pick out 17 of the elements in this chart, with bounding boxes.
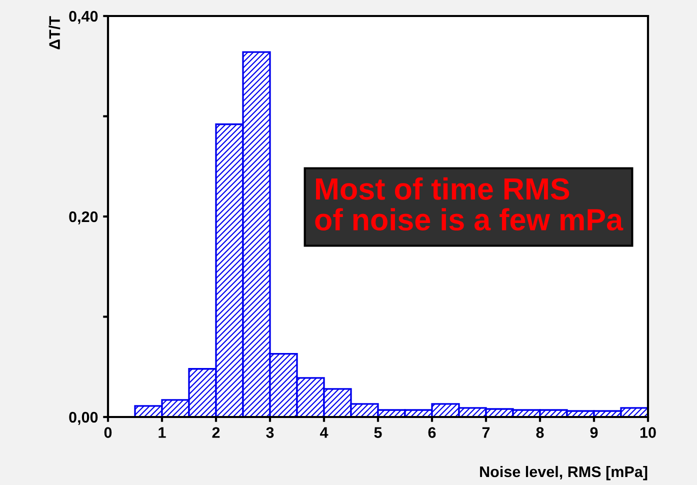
x-tick-label: 8 xyxy=(536,427,544,438)
y-tick-label: 0,00 xyxy=(69,412,98,425)
y-axis-title: ΔT/T xyxy=(48,16,60,50)
x-tick-label: 5 xyxy=(374,427,382,438)
y-tick-label: 0,40 xyxy=(69,10,98,24)
x-axis-title: Noise level, RMS [mPa] xyxy=(480,466,648,480)
x-tick-label: 0 xyxy=(104,427,112,438)
annotation: Most of time RMS of noise is a few mPa xyxy=(315,177,624,231)
y-tick-label: 0,20 xyxy=(69,211,98,224)
x-tick-label: 6 xyxy=(428,427,436,438)
x-tick-label: 10 xyxy=(640,427,656,438)
x-tick-label: 2 xyxy=(212,427,220,438)
x-tick-label: 9 xyxy=(590,427,598,438)
x-tick-label: 1 xyxy=(158,427,166,438)
x-tick-label: 3 xyxy=(266,427,274,438)
x-tick-label: 4 xyxy=(320,427,328,438)
x-tick-label: 7 xyxy=(482,427,490,438)
